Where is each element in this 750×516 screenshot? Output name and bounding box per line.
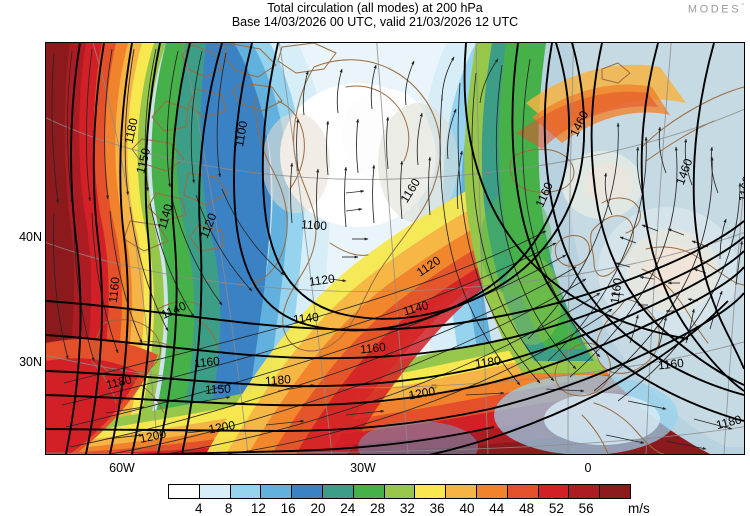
svg-text:1100: 1100 — [301, 217, 328, 233]
y-tick-label: 30N — [19, 355, 42, 369]
colorbar-tick: 44 — [489, 501, 505, 516]
svg-text:1180: 1180 — [122, 116, 141, 144]
svg-text:1180: 1180 — [715, 412, 744, 432]
colorbar-tick: 56 — [578, 501, 594, 516]
coastlines — [91, 43, 744, 454]
colorbar-tick: 16 — [280, 501, 296, 516]
colorbar-swatch — [321, 485, 353, 498]
svg-text:1200: 1200 — [207, 418, 236, 436]
colorbar-tick: 8 — [224, 501, 233, 516]
colorbar-tick: 48 — [519, 501, 535, 516]
svg-text:1180: 1180 — [105, 372, 134, 392]
colorbar-tick: 4 — [195, 501, 203, 516]
colorbar-swatch — [414, 485, 446, 498]
colorbar-tick: 12 — [250, 501, 266, 516]
colorbar-swatch — [445, 485, 476, 498]
y-tick-label: 40N — [19, 230, 42, 244]
svg-text:1150: 1150 — [205, 381, 232, 396]
colorbar-units: m/s — [628, 501, 650, 516]
brand-mark: ° — [741, 3, 744, 10]
colorbar: 4 8 12 16 20 24 28 32 36 40 44 48 52 56 — [168, 484, 631, 516]
colorbar-tick: 52 — [548, 501, 564, 516]
modes-logo: MODES° — [688, 3, 744, 16]
svg-text:1150: 1150 — [133, 146, 153, 175]
colorbar-swatch — [599, 485, 630, 498]
colorbar-swatch — [383, 485, 415, 498]
svg-text:1140: 1140 — [292, 310, 319, 327]
svg-text:1160: 1160 — [607, 277, 625, 305]
colorbar-swatch — [506, 485, 538, 498]
svg-text:1140: 1140 — [155, 202, 176, 231]
x-tick-label: 60W — [109, 461, 135, 475]
colorbar-swatches — [168, 484, 631, 499]
colorbar-tick: 36 — [429, 501, 445, 516]
svg-text:1160: 1160 — [359, 340, 386, 357]
svg-text:1100: 1100 — [232, 120, 250, 148]
colorbar-swatch — [537, 485, 569, 498]
colorbar-swatch — [260, 485, 292, 498]
colorbar-swatch — [568, 485, 600, 498]
colorbar-swatch — [475, 485, 507, 498]
windspeed-shading — [46, 43, 744, 454]
svg-text:1140: 1140 — [401, 298, 430, 319]
colorbar-swatch — [198, 485, 230, 498]
brand-text: MODES — [687, 3, 742, 16]
x-tick-label: 30W — [350, 461, 376, 475]
svg-text:1160: 1160 — [106, 276, 123, 303]
colorbar-swatch — [352, 485, 384, 498]
svg-text:1180: 1180 — [264, 372, 291, 388]
svg-text:1200: 1200 — [407, 384, 436, 402]
colorbar-tick: 20 — [310, 501, 326, 516]
colorbar-swatch — [229, 485, 261, 498]
svg-text:1180: 1180 — [474, 353, 502, 371]
geopotential-contours — [46, 43, 744, 454]
map-panel: 1180 1180 1150 1150 1140 1140 1120 1120 1100 1100… — [45, 42, 745, 455]
colorbar-tick: 32 — [399, 501, 415, 516]
colorbar-tick: 40 — [459, 501, 475, 516]
page-title: Total circulation (all modes) at 200 hPa — [267, 1, 483, 15]
svg-text:1160: 1160 — [193, 354, 220, 371]
x-tick-label: 0 — [584, 461, 592, 475]
colorbar-swatch — [169, 485, 199, 498]
streamlines — [51, 48, 743, 454]
svg-text:1120: 1120 — [308, 271, 336, 289]
svg-text:1160: 1160 — [736, 175, 744, 203]
colorbar-tick: 28 — [370, 501, 386, 516]
svg-text:1200: 1200 — [138, 427, 167, 446]
svg-text:1160: 1160 — [657, 356, 684, 373]
colorbar-swatch — [291, 485, 322, 498]
chart-title-block: Total circulation (all modes) at 200 hPa… — [0, 1, 750, 29]
chart-subtitle: Base 14/03/2026 00 UTC, valid 21/03/2026… — [231, 15, 519, 29]
colorbar-tick: 24 — [340, 501, 356, 516]
